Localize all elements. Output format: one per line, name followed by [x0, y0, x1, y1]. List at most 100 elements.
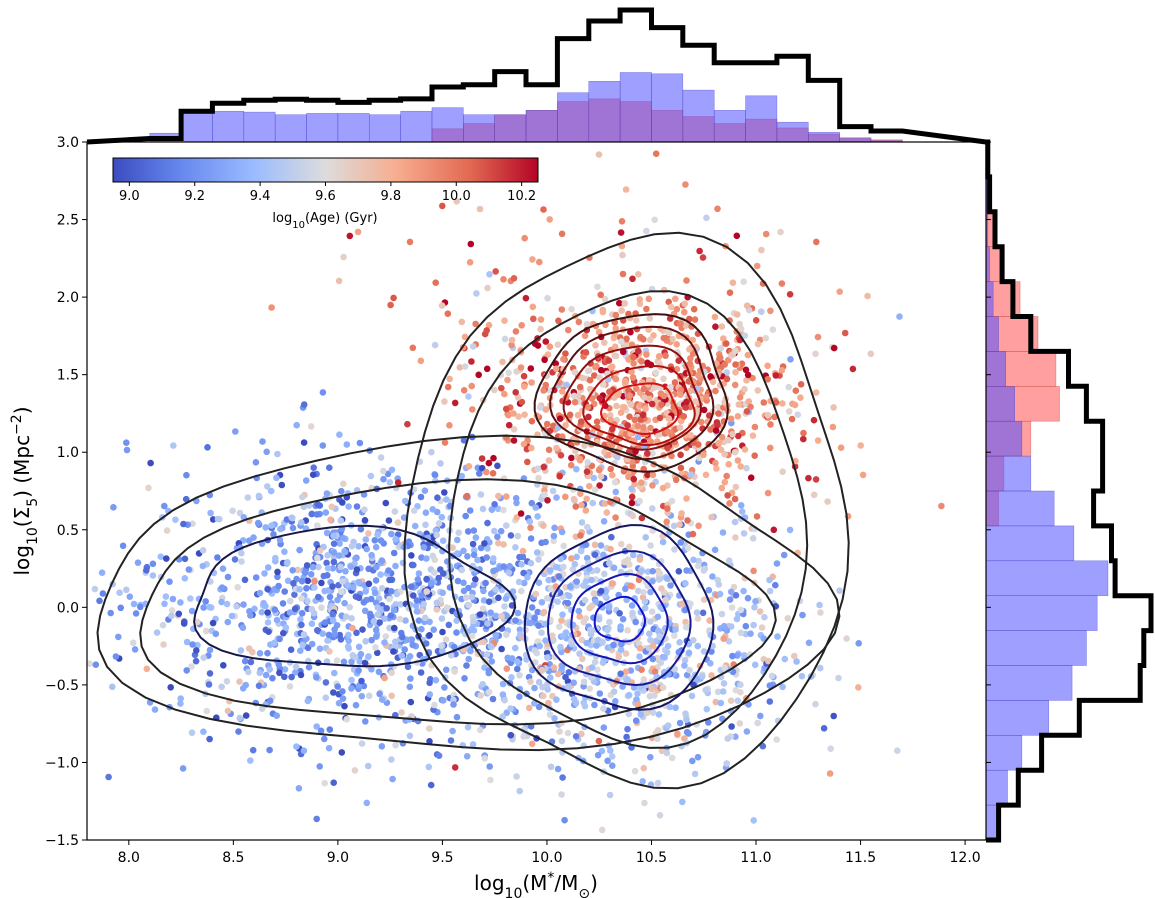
scatter-point [392, 562, 399, 570]
scatter-point [330, 532, 337, 540]
scatter-point [170, 442, 177, 449]
scatter-point [491, 386, 498, 394]
scatter-point [300, 401, 308, 408]
scatter-point [137, 603, 144, 611]
scatter-point [228, 612, 236, 620]
scatter-point [678, 510, 685, 517]
scatter-point [518, 322, 525, 329]
scatter-point [800, 429, 807, 437]
scatter-point [765, 657, 772, 665]
scatter-point [671, 632, 678, 639]
scatter-point [609, 425, 616, 433]
scatter-point [720, 635, 727, 642]
scatter-point [206, 603, 213, 611]
scatter-point [655, 353, 663, 360]
scatter-point [605, 604, 613, 611]
scatter-point [472, 534, 480, 541]
scatter-point [754, 340, 762, 348]
scatter-point [526, 518, 534, 525]
scatter-point [721, 478, 729, 486]
density-contour [546, 550, 692, 687]
scatter-point [321, 779, 329, 787]
scatter-point [646, 618, 654, 625]
scatter-point [342, 568, 349, 575]
scatter-point [669, 335, 676, 343]
scatter-point [264, 609, 272, 616]
scatter-point [717, 446, 725, 454]
scatter-point [717, 354, 724, 362]
scatter-point [606, 388, 613, 396]
scatter-point [570, 695, 578, 703]
scatter-point [634, 433, 642, 441]
scatter-point [630, 360, 637, 367]
scatter-point [271, 606, 279, 613]
scatter-point [362, 588, 370, 595]
scatter-point [608, 753, 616, 760]
scatter-point [649, 450, 656, 457]
scatter-point [335, 277, 343, 285]
scatter-point [391, 624, 398, 632]
scatter-point [629, 609, 636, 617]
scatter-point [487, 609, 495, 616]
scatter-point [422, 521, 429, 529]
scatter-point [583, 495, 590, 503]
scatter-point [435, 520, 443, 527]
scatter-point [273, 474, 280, 482]
scatter-point [329, 565, 337, 572]
scatter-point [520, 579, 528, 587]
scatter-point [658, 585, 665, 592]
right-hist-blue-bar [985, 700, 1050, 736]
scatter-point [813, 238, 820, 246]
scatter-point [382, 633, 390, 640]
scatter-point [363, 545, 371, 553]
scatter-point [478, 455, 486, 462]
scatter-point [643, 227, 650, 235]
scatter-point [400, 514, 408, 521]
scatter-point [732, 592, 740, 599]
scatter-point [841, 329, 849, 337]
scatter-point [607, 747, 614, 754]
scatter-point [627, 582, 634, 590]
scatter-point [300, 747, 308, 754]
scatter-point [751, 604, 758, 611]
scatter-point [441, 398, 448, 405]
scatter-point [478, 464, 486, 472]
scatter-point [703, 705, 711, 713]
scatter-point [527, 559, 535, 567]
scatter-point [549, 632, 556, 639]
right-marginal-histogram [985, 139, 1154, 843]
scatter-point [682, 322, 690, 329]
scatter-point [640, 764, 648, 772]
scatter-point [612, 352, 620, 360]
scatter-point [725, 437, 732, 444]
scatter-point [630, 353, 637, 361]
scatter-point [239, 624, 247, 631]
scatter-point [475, 371, 483, 379]
right-hist-blue-bar [985, 316, 999, 352]
scatter-point [177, 700, 184, 707]
scatter-point [712, 427, 720, 434]
y-tick-label: −0.5 [45, 678, 79, 694]
top-hist-blue-bar [180, 113, 213, 143]
scatter-point [503, 522, 510, 529]
scatter-point [276, 669, 283, 677]
scatter-point [498, 612, 505, 620]
scatter-point [645, 295, 653, 303]
scatter-point [529, 303, 537, 311]
scatter-point [316, 645, 324, 652]
scatter-point [736, 720, 744, 727]
scatter-point [476, 470, 483, 477]
scatter-point [553, 494, 560, 501]
scatter-point [462, 512, 470, 520]
scatter-point [581, 596, 589, 604]
scatter-point [896, 313, 903, 320]
scatter-point [219, 565, 227, 572]
scatter-point [684, 517, 691, 524]
scatter-point [512, 389, 519, 396]
scatter-point [726, 596, 734, 603]
scatter-point [638, 666, 645, 673]
scatter-point [281, 588, 289, 595]
scatter-point [484, 519, 491, 527]
scatter-point [297, 647, 304, 654]
scatter-point [644, 450, 651, 457]
